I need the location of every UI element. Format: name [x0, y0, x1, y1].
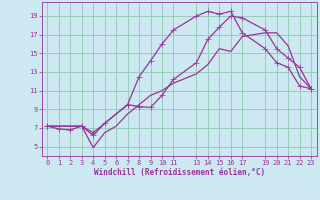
X-axis label: Windchill (Refroidissement éolien,°C): Windchill (Refroidissement éolien,°C) [94, 168, 265, 177]
